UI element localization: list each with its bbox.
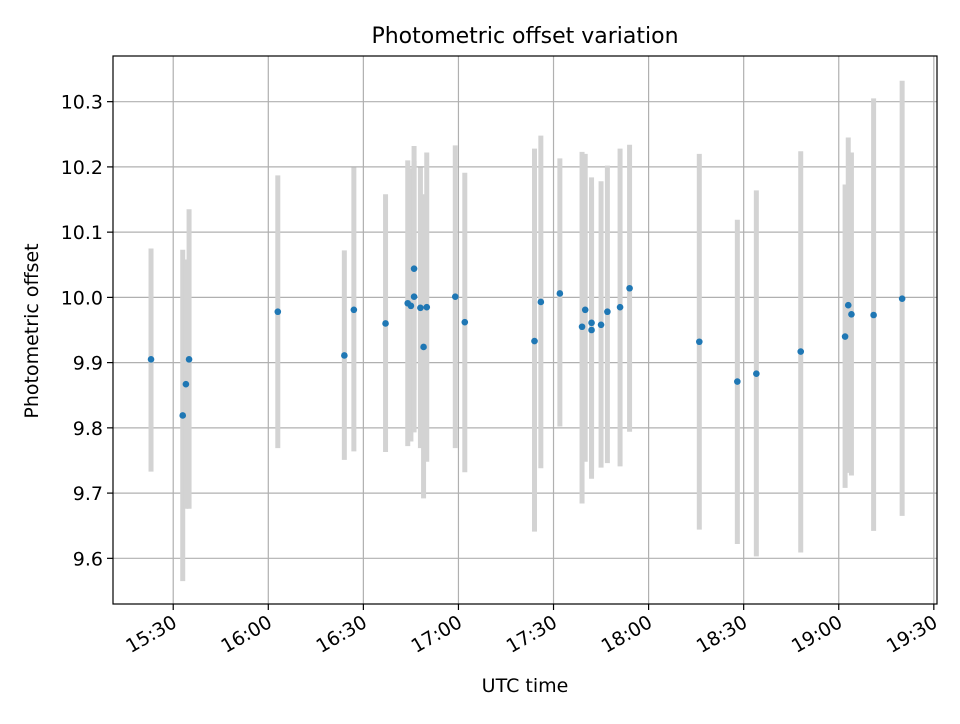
data-point	[588, 319, 595, 327]
x-tick-label: 18:30	[693, 611, 751, 657]
data-point	[841, 333, 849, 340]
x-tick-label: 19:30	[883, 611, 941, 657]
x-tick-label: 19:00	[788, 611, 846, 657]
data-point	[147, 356, 155, 363]
y-tick-label: 10.2	[61, 157, 103, 179]
data-point	[870, 311, 877, 319]
data-point	[604, 308, 611, 316]
data-point	[350, 306, 358, 314]
axis-ticks: 15:30 16:00 16:30 17:00 17:30 18:00 18:30 19:00…	[61, 92, 942, 658]
y-tick-label: 10.3	[61, 92, 103, 114]
data-point	[588, 326, 595, 334]
data-point	[597, 321, 605, 329]
data-point	[423, 303, 431, 311]
data-point	[382, 320, 389, 327]
data-point	[578, 323, 586, 331]
data-point	[410, 293, 418, 301]
y-tick-label: 9.6	[73, 548, 103, 570]
x-tick-label: 16:30	[312, 611, 370, 657]
data-point	[844, 301, 852, 309]
data-point	[626, 284, 633, 292]
y-tick-label: 10.0	[61, 287, 103, 309]
grid	[113, 56, 937, 604]
chart-title: Photometric offset variation	[371, 24, 678, 49]
x-tick-label: 15:30	[122, 611, 180, 657]
data-point	[753, 370, 760, 378]
y-axis-label: Photometric offset	[21, 243, 43, 418]
data-point	[182, 380, 190, 388]
data-point	[537, 298, 545, 306]
x-tick-label: 18:00	[598, 611, 656, 657]
data-point	[451, 293, 459, 301]
y-tick-label: 9.7	[73, 483, 103, 505]
data-point	[185, 356, 193, 363]
data-point	[274, 308, 282, 316]
data-point	[531, 337, 538, 345]
x-tick-label: 17:00	[408, 611, 466, 657]
data-point	[616, 303, 624, 311]
y-tick-label: 9.8	[73, 418, 103, 440]
data-point	[461, 318, 469, 326]
data-point	[734, 378, 741, 385]
data-points	[147, 265, 906, 419]
error-bars	[148, 80, 905, 582]
x-tick-label: 17:30	[503, 611, 561, 657]
y-tick-label: 9.9	[73, 353, 103, 375]
data-point	[420, 343, 427, 351]
data-point	[341, 352, 348, 359]
x-tick-label: 16:00	[217, 611, 275, 657]
data-point	[410, 265, 418, 272]
data-point	[407, 302, 415, 310]
data-point	[179, 412, 187, 419]
data-point	[848, 311, 855, 318]
y-tick-label: 10.1	[61, 222, 103, 244]
data-point	[696, 338, 703, 346]
plot-area-frame	[112, 55, 938, 605]
data-point	[581, 306, 589, 314]
data-point	[797, 348, 805, 355]
data-point	[898, 295, 906, 302]
data-point	[556, 290, 564, 297]
x-axis-label: UTC time	[482, 675, 569, 697]
data-point	[417, 304, 424, 312]
